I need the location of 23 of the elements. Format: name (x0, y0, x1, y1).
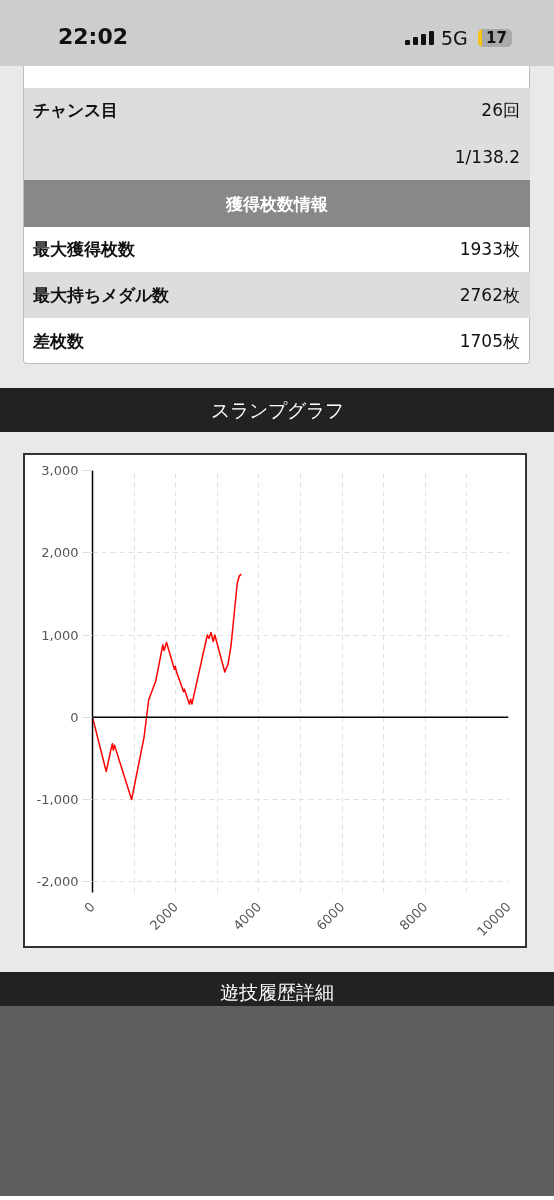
text: 1/138.2 (454, 146, 520, 167)
y-tick-label: -1,000 (36, 792, 79, 808)
text: 最大獲得枚数 (33, 238, 135, 259)
text: 獲得枚数情報 (226, 193, 328, 214)
text: 5G (441, 27, 468, 49)
text: 最大持ちメダル数 (33, 284, 169, 305)
x-tick-label: 0 (81, 899, 98, 916)
text: 1705枚 (459, 330, 520, 351)
chart-title: スランプグラフ (210, 399, 344, 421)
text: 22:02 (58, 24, 129, 49)
text: 2762枚 (459, 284, 520, 305)
y-tick-label: 2,000 (41, 545, 79, 561)
y-tick-label: 1,000 (41, 627, 79, 643)
text: 17 (486, 28, 507, 47)
text: 遊技履歴詳細 (220, 981, 334, 1003)
text: 26回 (481, 99, 520, 120)
line-series (92, 573, 243, 801)
y-tick-label: 3,000 (41, 463, 79, 478)
y-tick-label: 0 (70, 709, 79, 725)
y-tick-label: -2,000 (36, 874, 79, 890)
text: 1933枚 (459, 238, 520, 259)
text: チャンス目 (33, 99, 118, 120)
text: 差枚数 (33, 330, 84, 351)
